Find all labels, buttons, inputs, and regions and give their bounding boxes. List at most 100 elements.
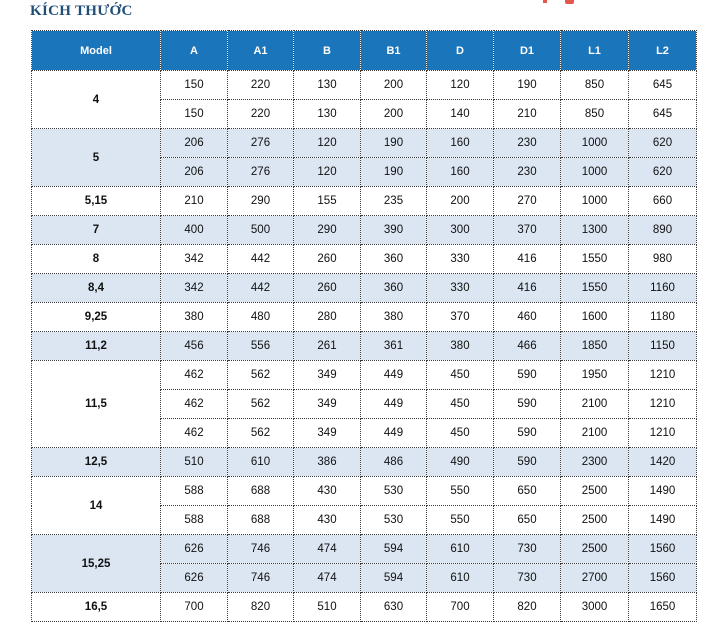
value-cell: 590	[493, 389, 561, 419]
value-cell: 2300	[560, 447, 629, 477]
value-cell: 1000	[560, 186, 629, 216]
value-cell: 588	[160, 505, 228, 535]
value-cell: 360	[360, 273, 427, 303]
value-cell: 746	[227, 563, 294, 593]
value-cell: 342	[160, 273, 228, 303]
value-cell: 120	[293, 157, 361, 187]
model-cell: 5,15	[31, 186, 161, 216]
value-cell: 650	[493, 505, 561, 535]
value-cell: 1150	[628, 331, 697, 361]
table-row: 5,15 210 290 155 235 200 270 1000 660	[31, 186, 697, 216]
value-cell: 290	[227, 186, 294, 216]
value-cell: 160	[426, 157, 494, 187]
value-cell: 1550	[560, 273, 629, 303]
table-row: 11,2 456 556 261 361 380 466 1850 1150	[31, 331, 697, 361]
table-row: 16,5 700 820 510 630 700 820 3000 1650	[31, 592, 697, 622]
value-cell: 645	[628, 99, 697, 129]
table-row: 15,25 626 746 474 594 610 730 2500 1560	[31, 534, 697, 593]
value-cell: 150	[160, 99, 228, 129]
value-cell: 1210	[628, 418, 697, 448]
value-cell: 610	[426, 563, 494, 593]
value-cell: 449	[360, 418, 427, 448]
value-cell: 626	[160, 534, 228, 564]
model-cell: 8	[31, 244, 161, 274]
column-header-a: A	[160, 30, 228, 71]
table-row: 8 342 442 260 360 330 416 1550 980	[31, 244, 697, 274]
value-cell: 1300	[560, 215, 629, 245]
value-cell: 590	[493, 447, 561, 477]
table-row: 150 220 130 200 140 210 850 645	[32, 99, 697, 129]
value-cell: 200	[426, 186, 494, 216]
value-cell: 590	[493, 360, 561, 390]
value-cell: 130	[293, 70, 361, 100]
value-cell: 349	[293, 389, 361, 419]
value-cell: 349	[293, 360, 361, 390]
value-cell: 276	[227, 128, 294, 158]
value-cell: 1650	[628, 592, 697, 622]
cropped-text-fragment	[565, 0, 574, 4]
value-cell: 450	[426, 360, 494, 390]
page-title: KÍCH THƯỚC	[30, 3, 133, 19]
model-cell: 7	[31, 215, 161, 245]
value-cell: 1550	[560, 244, 629, 274]
value-cell: 500	[227, 215, 294, 245]
table-row: 462 562 349 449 450 590 2100 1210	[32, 418, 697, 448]
value-cell: 120	[293, 128, 361, 158]
value-cell: 1420	[628, 447, 697, 477]
value-cell: 2100	[560, 418, 629, 448]
value-cell: 416	[493, 273, 561, 303]
value-cell: 820	[493, 592, 561, 622]
value-cell: 2100	[560, 389, 629, 419]
value-cell: 462	[160, 418, 228, 448]
value-cell: 462	[160, 389, 228, 419]
column-header-d1: D1	[493, 30, 561, 71]
value-cell: 530	[360, 476, 427, 506]
value-cell: 380	[426, 331, 494, 361]
value-cell: 746	[227, 534, 294, 564]
value-cell: 2500	[560, 476, 629, 506]
value-cell: 120	[426, 70, 494, 100]
value-cell: 462	[160, 360, 228, 390]
value-cell: 688	[227, 505, 294, 535]
value-cell: 361	[360, 331, 427, 361]
table-row: 588 688 430 530 550 650 2500 1490	[32, 505, 697, 535]
value-cell: 260	[293, 244, 361, 274]
column-header-l1: L1	[560, 30, 629, 71]
value-cell: 280	[293, 302, 361, 332]
value-cell: 2700	[560, 563, 629, 593]
table-row: 4 150 220 130 200 120 190 850 645	[31, 70, 697, 129]
value-cell: 460	[493, 302, 561, 332]
value-cell: 590	[493, 418, 561, 448]
table-row: 7 400 500 290 390 300 370 1300 890	[31, 215, 697, 245]
table-header-row: Model A A1 B B1 D D1 L1 L2	[31, 30, 697, 71]
value-cell: 220	[227, 99, 294, 129]
value-cell: 556	[227, 331, 294, 361]
value-cell: 688	[227, 476, 294, 506]
value-cell: 220	[227, 70, 294, 100]
value-cell: 2500	[560, 505, 629, 535]
value-cell: 1600	[560, 302, 629, 332]
value-cell: 626	[160, 563, 228, 593]
value-cell: 450	[426, 389, 494, 419]
value-cell: 594	[360, 563, 427, 593]
value-cell: 190	[360, 128, 427, 158]
column-header-l2: L2	[628, 30, 697, 71]
value-cell: 456	[160, 331, 228, 361]
value-cell: 630	[360, 592, 427, 622]
table-row: 12,5 510 610 386 486 490 590 2300 1420	[31, 447, 697, 477]
model-cell: 4	[31, 70, 161, 129]
value-cell: 160	[426, 128, 494, 158]
model-cell: 12,5	[31, 447, 161, 477]
value-cell: 276	[227, 157, 294, 187]
value-cell: 550	[426, 505, 494, 535]
value-cell: 190	[493, 70, 561, 100]
model-cell: 9,25	[31, 302, 161, 332]
dimension-table-body: 4 150 220 130 200 120 190 850 645 150 220 130 200 140…	[31, 70, 697, 622]
value-cell: 660	[628, 186, 697, 216]
value-cell: 486	[360, 447, 427, 477]
value-cell: 594	[360, 534, 427, 564]
value-cell: 235	[360, 186, 427, 216]
value-cell: 430	[293, 476, 361, 506]
value-cell: 450	[426, 418, 494, 448]
value-cell: 588	[160, 476, 228, 506]
